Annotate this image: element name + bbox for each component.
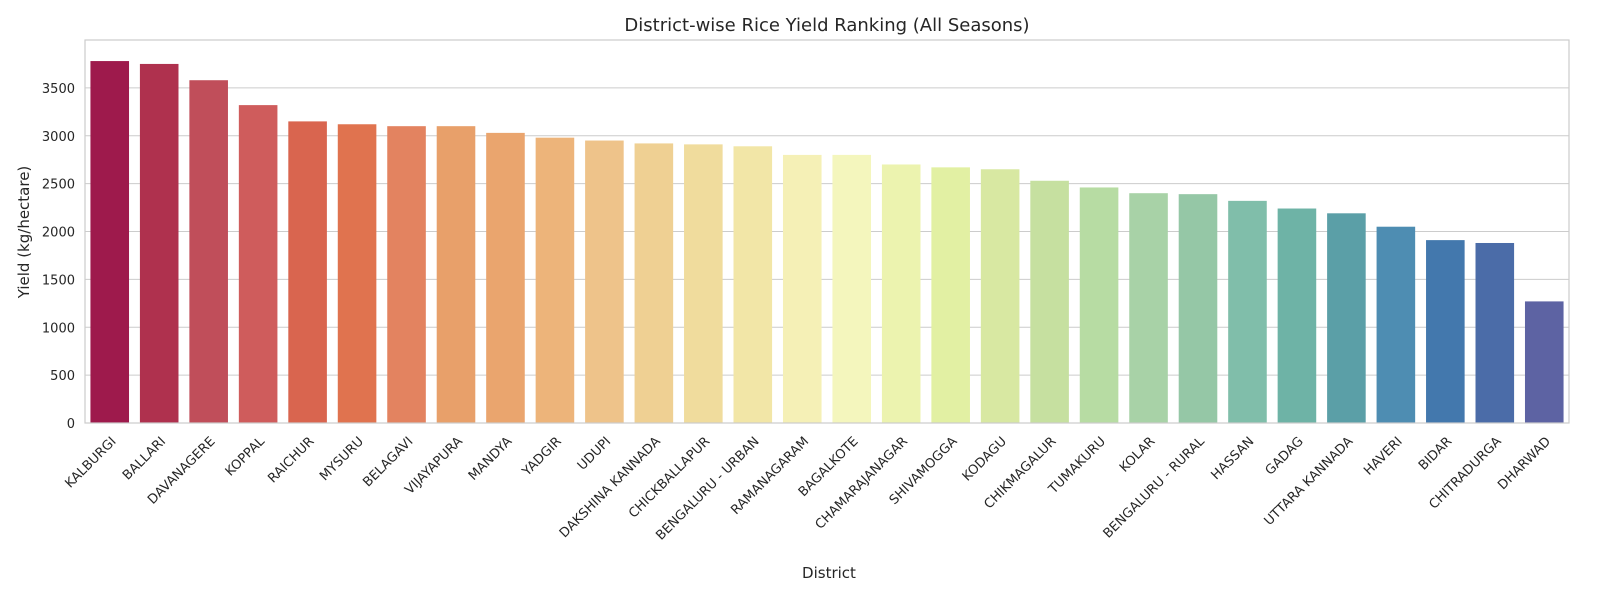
plot-frame xyxy=(84,39,1570,424)
x-tick-label: CHAMARAJANAGAR xyxy=(813,434,911,532)
x-tick-label: DAKSHINA KANNADA xyxy=(557,434,664,541)
bar-vijayapura xyxy=(436,126,476,424)
bar-yadgir xyxy=(535,137,575,424)
y-tick-label: 1000 xyxy=(42,321,75,336)
bar-davanagere xyxy=(189,80,228,423)
bar-mysuru xyxy=(337,124,377,423)
bar-kodagu xyxy=(980,169,1020,423)
x-tick-label: HAVERI xyxy=(1361,434,1405,478)
bar-haveri xyxy=(1376,226,1416,423)
y-tick-label: 2500 xyxy=(42,178,75,193)
y-tick-label: 500 xyxy=(50,369,75,384)
y-tick-labels: 0 500 1000 1500 2000 2500 3000 3500 xyxy=(42,82,75,432)
bar-bagalkote xyxy=(832,154,872,423)
x-axis-label: District xyxy=(802,564,856,582)
x-tick-label: MANDYA xyxy=(466,434,516,484)
x-tick-label: KODAGU xyxy=(960,434,1010,484)
bar-bengaluru-urban xyxy=(733,146,773,423)
bar-bengaluru-rural xyxy=(1178,194,1218,423)
bar-uttara-kannada xyxy=(1327,213,1366,423)
y-tick-label: 1500 xyxy=(42,273,75,288)
bar-kolar xyxy=(1129,193,1168,423)
bar-mandya xyxy=(486,132,525,423)
x-tick-label: RAICHUR xyxy=(265,434,317,486)
bar-raichur xyxy=(288,121,327,423)
bar-chickballapur xyxy=(684,144,723,423)
x-tick-label: UTTARA KANNADA xyxy=(1262,434,1357,529)
bar-udupi xyxy=(585,140,624,423)
bar-gadag xyxy=(1277,208,1317,423)
chart-title: District-wise Rice Yield Ranking (All Se… xyxy=(624,15,1029,36)
y-tick-label: 3000 xyxy=(42,130,75,145)
bar-dharwad xyxy=(1524,301,1564,423)
x-tick-label: DHARWAD xyxy=(1495,434,1554,493)
bar-chitradurga xyxy=(1475,242,1515,423)
y-tick-label: 2000 xyxy=(42,226,75,241)
x-tick-label: MYSURU xyxy=(317,434,367,484)
x-tick-label: YADGIR xyxy=(519,434,565,480)
y-tick-label: 0 xyxy=(67,417,75,432)
x-tick-label: BENGALURU - RURAL xyxy=(1101,434,1209,542)
bar-ballari xyxy=(139,63,179,423)
x-tick-label: KALBURGI xyxy=(62,434,119,491)
bar-bidar xyxy=(1426,240,1465,423)
bar-hassan xyxy=(1228,200,1267,423)
bar-shivamogga xyxy=(931,167,970,423)
y-tick-label: 3500 xyxy=(42,82,75,97)
x-tick-label: BALLARI xyxy=(120,434,169,483)
bar-ramanagaram xyxy=(782,154,822,423)
y-axis-label: Yield (kg/hectare) xyxy=(15,166,33,300)
gridlines xyxy=(85,87,1569,424)
bar-chamarajanagar xyxy=(881,164,921,423)
bar-kalburgi xyxy=(90,61,130,423)
bar-belagavi xyxy=(387,126,426,424)
x-tick-label: GADAG xyxy=(1263,434,1307,478)
bar-tumakuru xyxy=(1079,187,1119,423)
bar-chikmagalur xyxy=(1030,180,1069,423)
x-tick-label: BIDAR xyxy=(1416,434,1455,473)
x-tick-label: KOPPAL xyxy=(223,434,269,480)
bar-koppal xyxy=(238,105,278,424)
x-tick-label: HASSAN xyxy=(1208,434,1257,483)
bar-dakshina-kannada xyxy=(634,143,674,423)
bars xyxy=(90,61,1564,424)
x-tick-label: KOLAR xyxy=(1117,434,1158,475)
x-tick-label: UDUPI xyxy=(575,434,614,473)
